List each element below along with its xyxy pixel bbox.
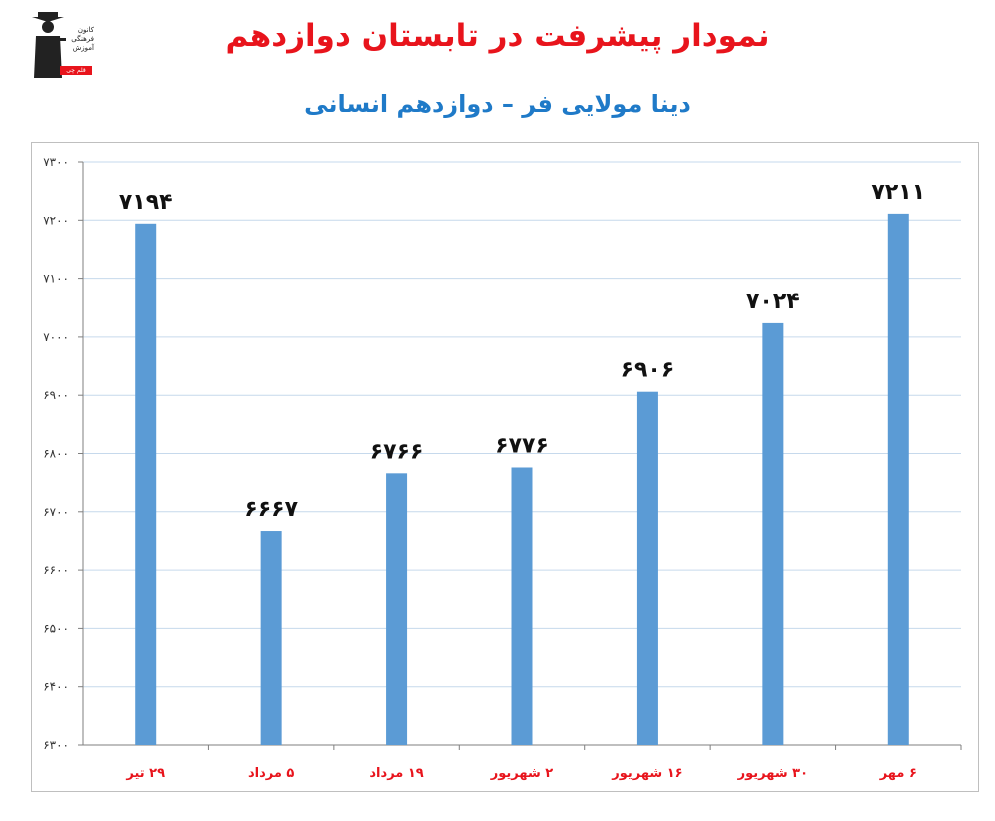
data-label: ۶۷۷۶ xyxy=(495,433,549,458)
x-axis-ticks: ۲۹ تیر ۵ مرداد ۱۹ مرداد ۲ شهریور ۱۶ شهریور ۳۰… xyxy=(125,745,962,781)
y-tick-label: ۶۹۰۰ xyxy=(43,388,69,402)
bar xyxy=(511,467,533,745)
y-tick-label: ۷۰۰۰ xyxy=(43,330,69,344)
logo-line: کانون xyxy=(77,26,94,34)
bar xyxy=(386,473,408,745)
x-tick-label: ۲ شهریور xyxy=(490,766,554,781)
x-tick-label: ۶ مهر xyxy=(879,766,917,781)
y-tick-label: ۶۸۰۰ xyxy=(43,447,69,461)
y-tick-label: ۶۴۰۰ xyxy=(43,680,69,694)
bar xyxy=(636,391,658,745)
x-tick-label: ۱۹ مرداد xyxy=(369,766,423,781)
data-labels: ۷۱۹۴ ۶۶۶۷ ۶۷۶۶ ۶۷۷۶ ۶۹۰۶ ۷۰۲۴ ۷۲۱۱ xyxy=(119,180,925,522)
y-tick-label: ۶۳۰۰ xyxy=(43,738,69,752)
x-tick-label: ۲۹ تیر xyxy=(125,766,165,781)
chart-frame xyxy=(31,142,979,792)
x-tick-label: ۱۶ شهریور xyxy=(611,766,682,781)
y-tick-label: ۶۵۰۰ xyxy=(43,621,69,635)
logo-line: فرهنگی xyxy=(71,35,94,43)
y-tick-label: ۷۱۰۰ xyxy=(43,272,69,286)
y-tick-label: ۷۳۰۰ xyxy=(43,155,69,169)
data-label: ۷۱۹۴ xyxy=(119,190,173,215)
chart-subtitle: دینا مولایی فر – دوازدهم انسانی xyxy=(304,90,691,118)
y-tick-label: ۷۲۰۰ xyxy=(43,213,69,227)
y-tick-label: ۶۶۰۰ xyxy=(43,563,69,577)
data-label: ۶۶۶۷ xyxy=(244,497,298,522)
chart-title: نمودار پیشرفت در تابستان دوازدهم xyxy=(225,18,770,54)
logo-line: آموزش xyxy=(72,44,94,52)
x-tick-label: ۳۰ شهریور xyxy=(737,766,808,781)
logo xyxy=(28,10,98,80)
data-label: ۷۰۲۴ xyxy=(746,289,800,314)
y-axis-ticks: ۶۳۰۰ ۶۴۰۰ ۶۵۰۰ ۶۶۰۰ ۶۷۰۰ ۶۸۰۰ ۶۹۰۰ ۷۰۰۰ ۷۱۰۰ ۷۲۰۰… xyxy=(43,155,83,752)
y-tick-label: ۶۷۰۰ xyxy=(43,505,69,519)
data-label: ۶۹۰۶ xyxy=(621,358,675,383)
x-tick-label: ۵ مرداد xyxy=(248,766,294,781)
graduate-figure-icon xyxy=(32,12,66,78)
data-label: ۶۷۶۶ xyxy=(370,439,424,464)
bar xyxy=(762,322,784,745)
bar xyxy=(887,213,909,746)
data-label: ۷۲۱۱ xyxy=(871,180,925,205)
bar xyxy=(135,223,157,746)
logo-text: کانون فرهنگی آموزش xyxy=(58,26,94,53)
bars xyxy=(135,213,909,746)
logo-badge: قلم چی xyxy=(60,66,92,75)
bar xyxy=(260,531,282,745)
